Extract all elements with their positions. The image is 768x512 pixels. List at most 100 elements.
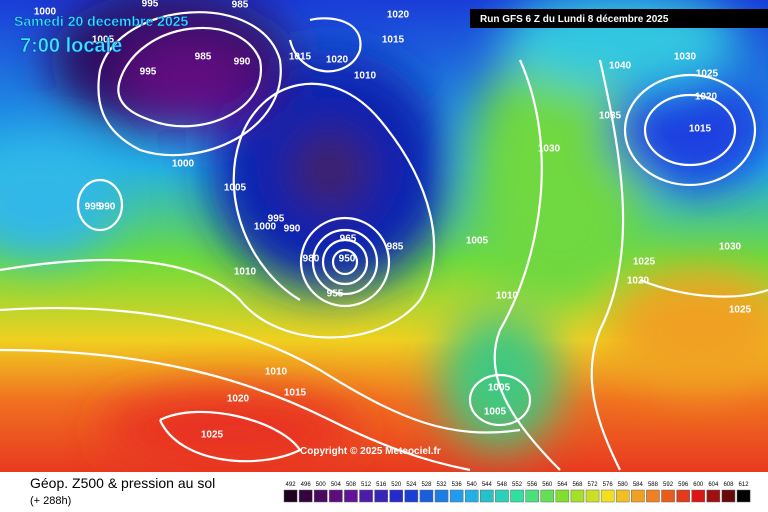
isobar-label: 965: [340, 234, 357, 245]
isobar-label: 955: [327, 289, 344, 300]
isobar-label: 995: [268, 214, 285, 225]
scale-swatch: [736, 489, 751, 503]
scale-swatch: [283, 489, 298, 503]
scale-label: 600: [693, 482, 704, 488]
isobar-label: 990: [284, 224, 301, 235]
isobar-label: 1010: [234, 267, 257, 278]
scale-label: 548: [497, 482, 508, 488]
scale-label: 608: [723, 482, 734, 488]
isobar-label: 1025: [696, 69, 719, 80]
isobar-label: 990: [99, 202, 116, 213]
isobar-label: 985: [232, 0, 249, 11]
scale-label: 592: [663, 482, 674, 488]
scale-swatch: [691, 489, 706, 503]
isobar-label: 1020: [227, 394, 250, 405]
scale-swatch: [570, 489, 585, 503]
isobar-label: 1005: [488, 383, 511, 394]
isobar-label: 1010: [354, 71, 377, 82]
scale-swatch: [329, 489, 343, 503]
forecast-date: Samedi 20 decembre 2025: [14, 13, 189, 29]
map-field: [0, 0, 768, 472]
isobar-label: 1030: [719, 242, 742, 253]
scale-swatch: [540, 489, 555, 503]
scale-label: 508: [346, 482, 357, 488]
scale-swatch: [706, 489, 721, 503]
scale-label: 604: [708, 482, 719, 488]
scale-swatch: [615, 489, 630, 503]
scale-label: 584: [633, 482, 644, 488]
copyright: Copyright © 2025 Meteociel.fr: [300, 446, 441, 457]
isobar-label: 1010: [496, 291, 519, 302]
scale-label: 552: [512, 482, 523, 488]
scale-swatch: [419, 489, 434, 503]
scale-label: 588: [648, 482, 659, 488]
scale-label: 580: [618, 482, 629, 488]
scale-label: 528: [421, 482, 432, 488]
scale-label: 560: [542, 482, 553, 488]
scale-label: 532: [437, 482, 448, 488]
isobar-label: 1030: [674, 52, 697, 63]
scale-swatch: [359, 489, 373, 503]
scale-label: 536: [452, 482, 463, 488]
isobar-label: 1000: [172, 159, 195, 170]
isobar-label: 1020: [695, 92, 718, 103]
scale-label: 572: [588, 482, 599, 488]
scale-label: 520: [391, 482, 402, 488]
scale-label: 500: [316, 482, 327, 488]
isobar-label: 1035: [599, 111, 622, 122]
isobar-label: 1005: [484, 407, 507, 418]
scale-label: 568: [572, 482, 583, 488]
scale-swatch: [404, 489, 419, 503]
scale-label: 524: [406, 482, 417, 488]
isobar-label: 1020: [627, 276, 650, 287]
scale-swatch: [676, 489, 690, 503]
footer-title: Géop. Z500 & pression au sol: [30, 475, 215, 491]
isobar-label: 980: [303, 254, 320, 265]
scale-swatch: [600, 489, 615, 503]
isobar-label: 1000: [34, 7, 57, 18]
isobar-label: 1000: [254, 222, 277, 233]
scale-label: 540: [467, 482, 478, 488]
scale-swatch: [298, 489, 313, 503]
scale-label: 556: [527, 482, 538, 488]
isobar-label: 1020: [326, 55, 349, 66]
scale-label: 596: [678, 482, 689, 488]
isobar-label: 1015: [289, 52, 312, 63]
scale-swatch: [449, 489, 464, 503]
color-scale: 492 496 500 504 508 512 516 520 524 528 532 536 540 5…: [283, 482, 751, 503]
isobar-label: 1015: [689, 124, 712, 135]
scale-swatch: [480, 489, 494, 503]
isobar-label: 1025: [201, 430, 224, 441]
isobar-label: 1040: [609, 61, 632, 72]
scale-label: 564: [557, 482, 568, 488]
scale-swatch: [646, 489, 660, 503]
scale-label: 516: [376, 482, 387, 488]
isobar-label: 1025: [729, 305, 752, 316]
run-banner: [470, 9, 768, 28]
scale-label: 576: [603, 482, 614, 488]
isobars: [0, 11, 768, 472]
isobar-label: 1010: [265, 367, 288, 378]
scale-swatch: [495, 489, 509, 503]
scale-label: 492: [286, 482, 297, 488]
scale-swatch: [389, 489, 404, 503]
scale-label: 496: [301, 482, 312, 488]
isobar-label: 950: [339, 254, 356, 265]
isobar-label: 1015: [382, 35, 405, 46]
isobar-label: 985: [195, 52, 212, 63]
scale-label: 612: [739, 482, 750, 488]
scale-label: 504: [331, 482, 342, 488]
forecast-time: 7:00 locale: [20, 35, 122, 57]
scale-swatch: [464, 489, 479, 503]
scale-label: 512: [361, 482, 372, 488]
isobar-label: 990: [234, 57, 251, 68]
scale-swatch: [661, 489, 675, 503]
scale-label: 544: [482, 482, 493, 488]
scale-swatch: [631, 489, 645, 503]
scale-swatch: [510, 489, 524, 503]
isobar-label: 995: [142, 0, 159, 10]
isobar-label: 1015: [284, 388, 307, 399]
isobar-label: 995: [85, 202, 102, 213]
scale-swatch: [434, 489, 449, 503]
